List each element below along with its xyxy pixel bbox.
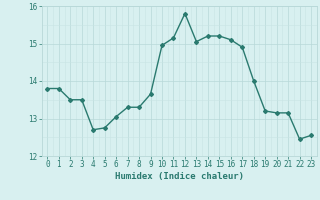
X-axis label: Humidex (Indice chaleur): Humidex (Indice chaleur) (115, 172, 244, 181)
